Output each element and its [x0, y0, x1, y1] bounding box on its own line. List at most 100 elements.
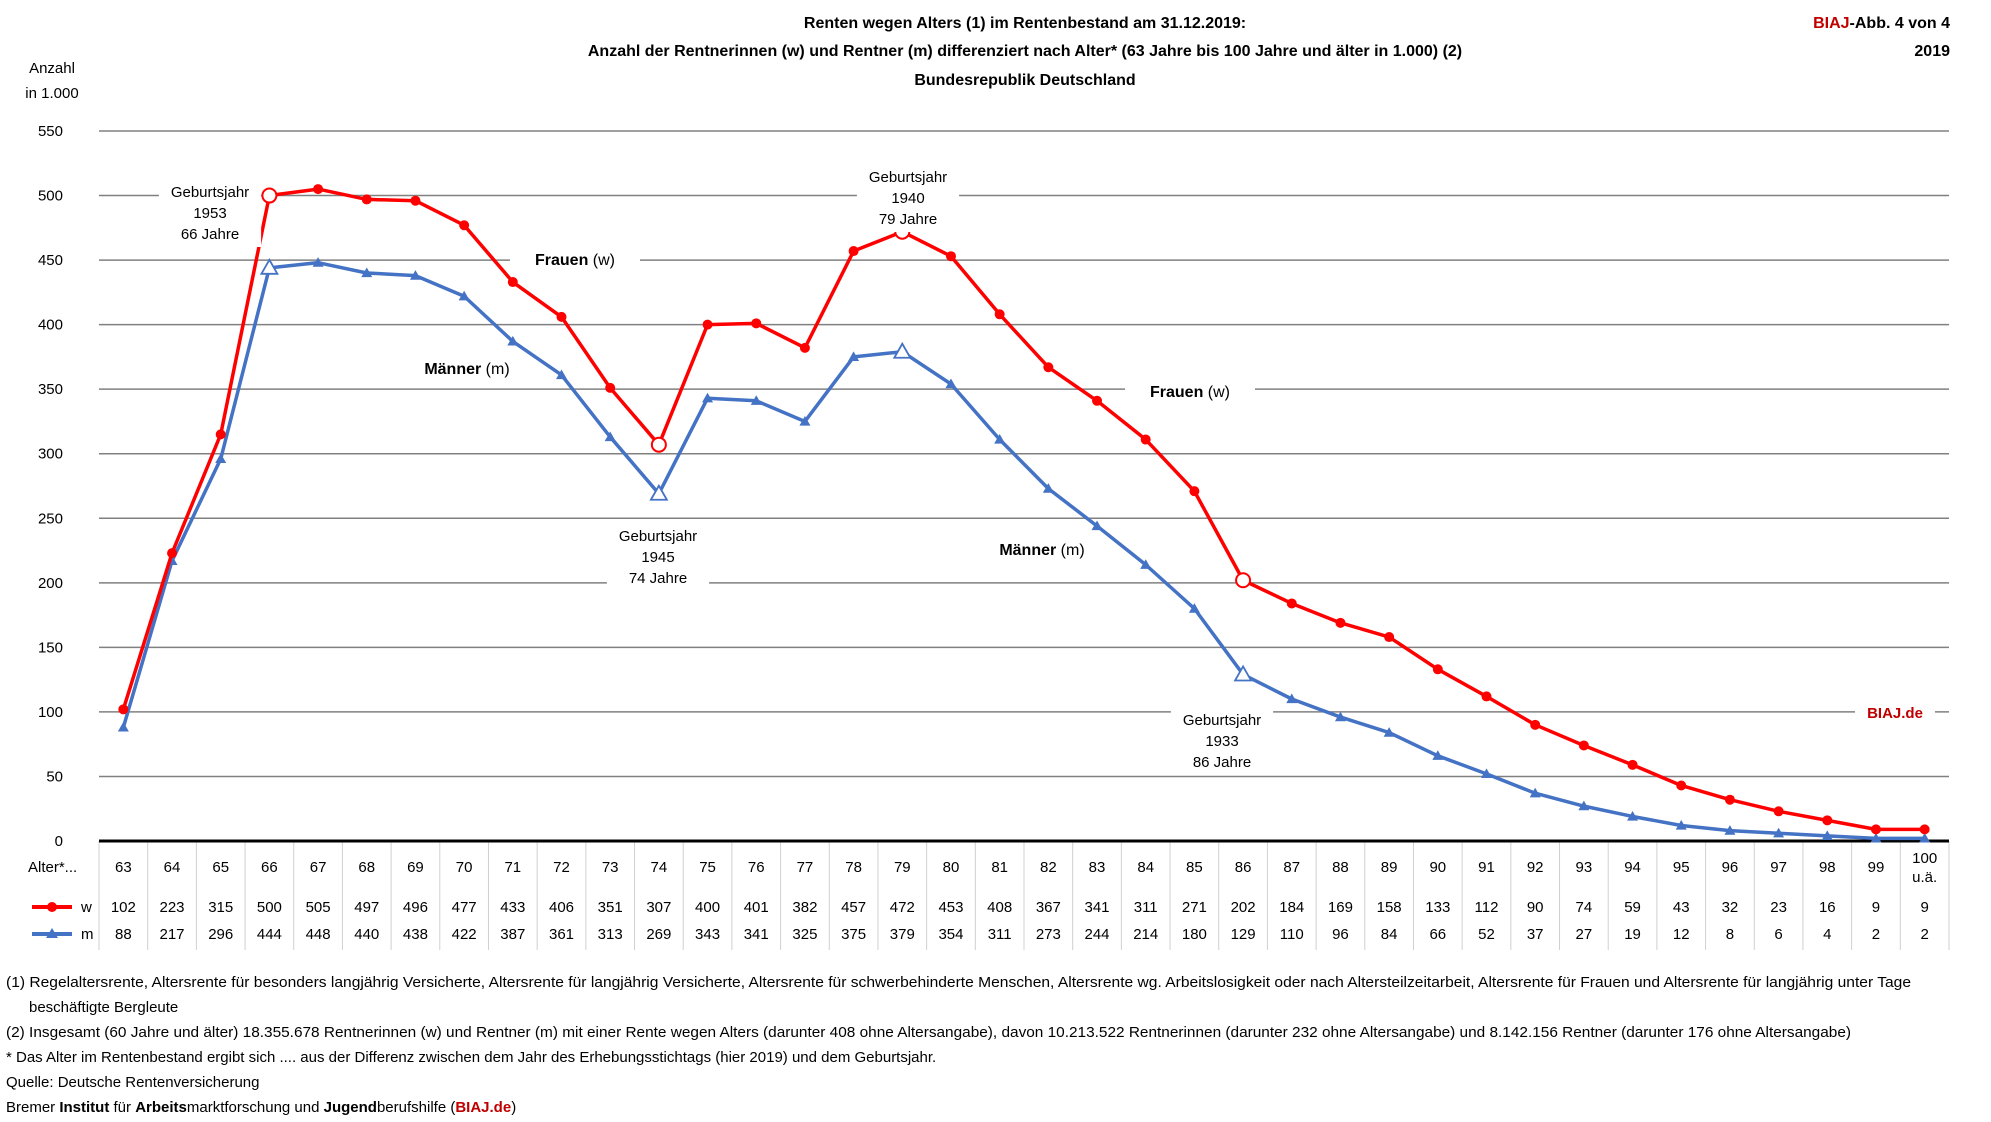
x-tick-label: 95: [1673, 859, 1690, 876]
data-point-m: [1627, 810, 1639, 821]
table-value-w: 307: [646, 899, 671, 916]
y-tick-label: 200: [38, 575, 63, 592]
x-tick-label: 90: [1429, 859, 1446, 876]
data-point-m: [1140, 559, 1152, 569]
table-value-w: 184: [1279, 899, 1304, 916]
data-point-w: [1140, 434, 1151, 445]
footnote-2: (2) Insgesamt (60 Jahre und älter) 18.35…: [6, 1024, 1851, 1041]
data-point-m: [1578, 800, 1590, 811]
table-value-m: 2: [1872, 926, 1880, 943]
series-label-code: (w): [1203, 384, 1230, 401]
series-label-background: [510, 249, 640, 271]
x-tick-label: 77: [797, 859, 814, 876]
birth-year-annotation: Geburtsjahr 1940 79 Jahre: [856, 165, 960, 232]
data-point-w: [507, 277, 518, 288]
data-point-w: [702, 319, 713, 330]
organization-credit-part: marktforschung und: [187, 1099, 324, 1116]
table-value-m: 244: [1085, 926, 1110, 943]
series-label-name: Frauen: [535, 252, 588, 269]
data-point-m: [1091, 520, 1103, 531]
table-value-w: 408: [987, 899, 1012, 916]
series-label: Frauen (w): [1150, 384, 1230, 401]
table-value-m: 66: [1429, 926, 1446, 943]
annotation-text: Geburtsjahr: [619, 528, 697, 545]
data-point-m: [556, 369, 567, 380]
table-value-w: 433: [500, 899, 525, 916]
data-point-w: [1384, 632, 1395, 643]
table-value-m: 354: [938, 926, 963, 943]
y-axis-label-line2: in 1.000: [25, 85, 78, 102]
data-point-m: [1481, 768, 1492, 778]
table-value-m: 269: [646, 926, 671, 943]
organization-credit-part: Jugend: [324, 1099, 377, 1116]
table-value-w: 32: [1722, 899, 1739, 916]
chart-title-line3: Bundesrepublik Deutschland: [914, 72, 1135, 89]
annotation-text: Geburtsjahr: [1183, 712, 1261, 729]
table-value-w: 169: [1328, 899, 1353, 916]
table-value-m: 375: [841, 926, 866, 943]
data-point-w: [799, 342, 810, 353]
table-value-w: 271: [1182, 899, 1207, 916]
table-value-w: 9: [1872, 899, 1880, 916]
data-point-w: [261, 187, 278, 204]
table-value-m: 129: [1231, 926, 1256, 943]
table-value-m: 422: [452, 926, 477, 943]
table-value-m: 84: [1381, 926, 1398, 943]
x-tick-label: 87: [1283, 859, 1300, 876]
data-point-m: [649, 483, 669, 501]
data-point-m: [1675, 820, 1687, 830]
chart-title-line2: Anzahl der Rentnerinnen (w) und Rentner …: [588, 43, 1462, 60]
table-value-m: 311: [988, 926, 1012, 943]
data-point-w: [650, 436, 667, 453]
data-point-m: [1919, 832, 1931, 843]
series-label-code: (m): [481, 361, 509, 378]
series-label: Männer (m): [424, 361, 509, 378]
table-value-m: 387: [500, 926, 525, 943]
data-point-m: [1042, 483, 1054, 493]
x-tick-label: 71: [504, 859, 521, 876]
data-point-w: [848, 246, 859, 257]
data-point-m: [117, 721, 129, 732]
data-point-m: [1773, 827, 1785, 838]
table-value-m: 379: [890, 926, 915, 943]
legend-marker-w: [47, 902, 57, 912]
table-value-w: 23: [1770, 899, 1787, 916]
table-value-w: 311: [1134, 899, 1158, 916]
annotation-text: 1933: [1205, 733, 1238, 750]
organization-credit-part: für: [109, 1099, 135, 1116]
data-point-m: [458, 290, 470, 301]
x-tick-label: 86: [1235, 859, 1252, 876]
data-point-w: [313, 184, 324, 195]
table-value-m: 214: [1133, 926, 1158, 943]
footnote-1-continued: beschäftigte Bergleute: [29, 999, 178, 1016]
y-tick-label: 550: [38, 123, 63, 140]
data-point-m: [604, 431, 616, 442]
data-point-w: [1335, 617, 1346, 628]
data-point-m: [409, 270, 421, 280]
legend-marker-m: [46, 928, 58, 938]
table-value-w: 351: [598, 899, 623, 916]
table-value-w: 202: [1231, 899, 1256, 916]
x-tick-label: 72: [553, 859, 570, 876]
y-tick-label: 350: [38, 381, 63, 398]
organization-credit-part: ): [511, 1099, 516, 1116]
table-value-m: 313: [598, 926, 623, 943]
watermark: BIAJ.de: [1867, 705, 1923, 722]
x-tick-label: 96: [1722, 859, 1739, 876]
data-point-w: [1724, 794, 1735, 805]
table-value-m: 325: [792, 926, 817, 943]
x-tick-label: 64: [164, 859, 181, 876]
data-point-w: [167, 548, 178, 559]
table-value-m: 180: [1182, 926, 1207, 943]
x-tick-label: 74: [651, 859, 668, 876]
x-tick-label: 99: [1868, 859, 1885, 876]
annotation-background: [606, 524, 710, 591]
x-tick-label: 83: [1089, 859, 1106, 876]
annotation-text: 86 Jahre: [1193, 754, 1251, 771]
figure-badge: BIAJ-Abb. 4 von 4: [1813, 15, 1950, 32]
x-tick-label: 65: [212, 859, 229, 876]
table-value-w: 59: [1624, 899, 1641, 916]
x-tick-label: 73: [602, 859, 619, 876]
table-value-m: 6: [1774, 926, 1782, 943]
series-label: Frauen (w): [535, 252, 615, 269]
